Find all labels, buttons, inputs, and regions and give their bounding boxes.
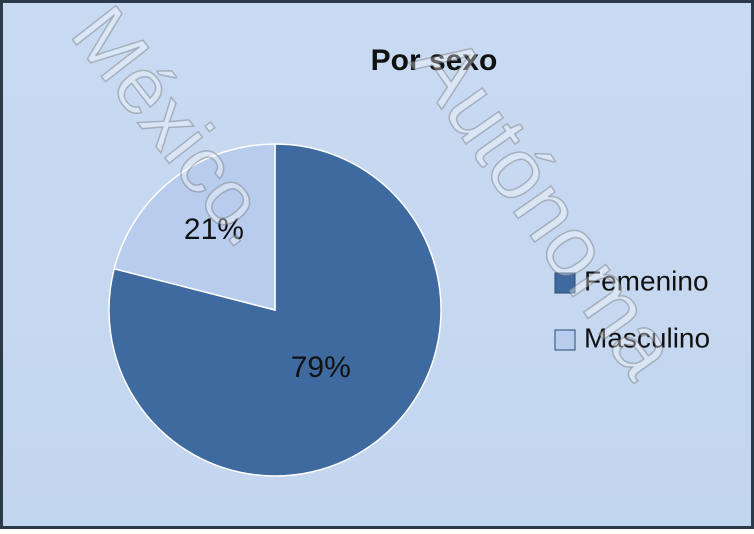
legend-label: Femenino <box>584 265 709 296</box>
value-label: 79% <box>291 351 351 384</box>
pie-slice <box>113 143 276 311</box>
legend-label: Masculino <box>584 322 710 353</box>
chart-title: Por sexo <box>371 44 498 77</box>
value-label: 21% <box>184 213 244 246</box>
legend-swatch <box>554 272 576 294</box>
pie-slice <box>108 143 442 477</box>
legend-swatch <box>554 329 576 351</box>
